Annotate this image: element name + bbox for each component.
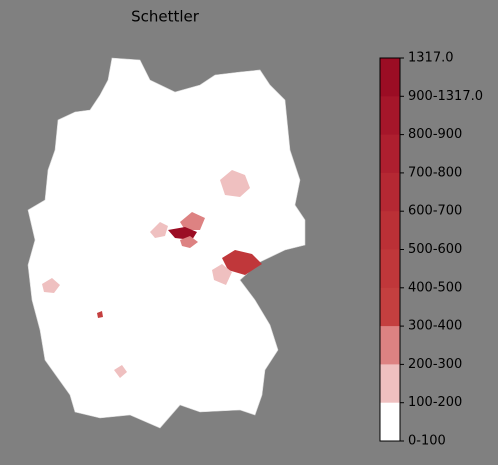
region — [180, 212, 205, 230]
colorbar-label: 1317.0 — [408, 51, 454, 66]
colorbar-label: 200-300 — [408, 357, 462, 372]
germany-map — [27, 57, 306, 429]
region — [114, 365, 127, 378]
colorbar-label: 100-200 — [408, 395, 462, 410]
region — [180, 236, 198, 248]
colorbar-label: 900-1317.0 — [408, 89, 483, 104]
colorbar-label: 800-900 — [408, 127, 462, 142]
region — [212, 264, 232, 285]
region — [42, 278, 60, 293]
colorbar-segment — [380, 364, 400, 404]
colorbar-segment — [380, 96, 400, 136]
colorbar-label: 300-400 — [408, 319, 462, 334]
region — [150, 222, 168, 238]
colorbar-label: 600-700 — [408, 204, 462, 219]
colorbar-segment — [380, 402, 400, 442]
colorbar-label: 500-600 — [408, 242, 462, 257]
region — [97, 311, 103, 318]
colorbar: 1317.0 900-1317.0 800-900 700-800 600-700 500… — [379, 51, 483, 449]
colorbar-segment — [380, 249, 400, 289]
colorbar-label: 400-500 — [408, 280, 462, 295]
region — [222, 250, 262, 275]
colorbar-segment — [380, 134, 400, 174]
colorbar-segment — [380, 211, 400, 250]
region — [220, 170, 250, 197]
map-title: Schettler — [131, 8, 200, 26]
colorbar-segment — [380, 326, 400, 365]
colorbar-segment — [380, 58, 400, 97]
country-outline — [27, 57, 306, 429]
colorbar-label: 700-800 — [408, 165, 462, 180]
colorbar-segment — [380, 287, 400, 327]
colorbar-label: 0-100 — [408, 434, 446, 449]
colorbar-segment — [380, 172, 400, 212]
